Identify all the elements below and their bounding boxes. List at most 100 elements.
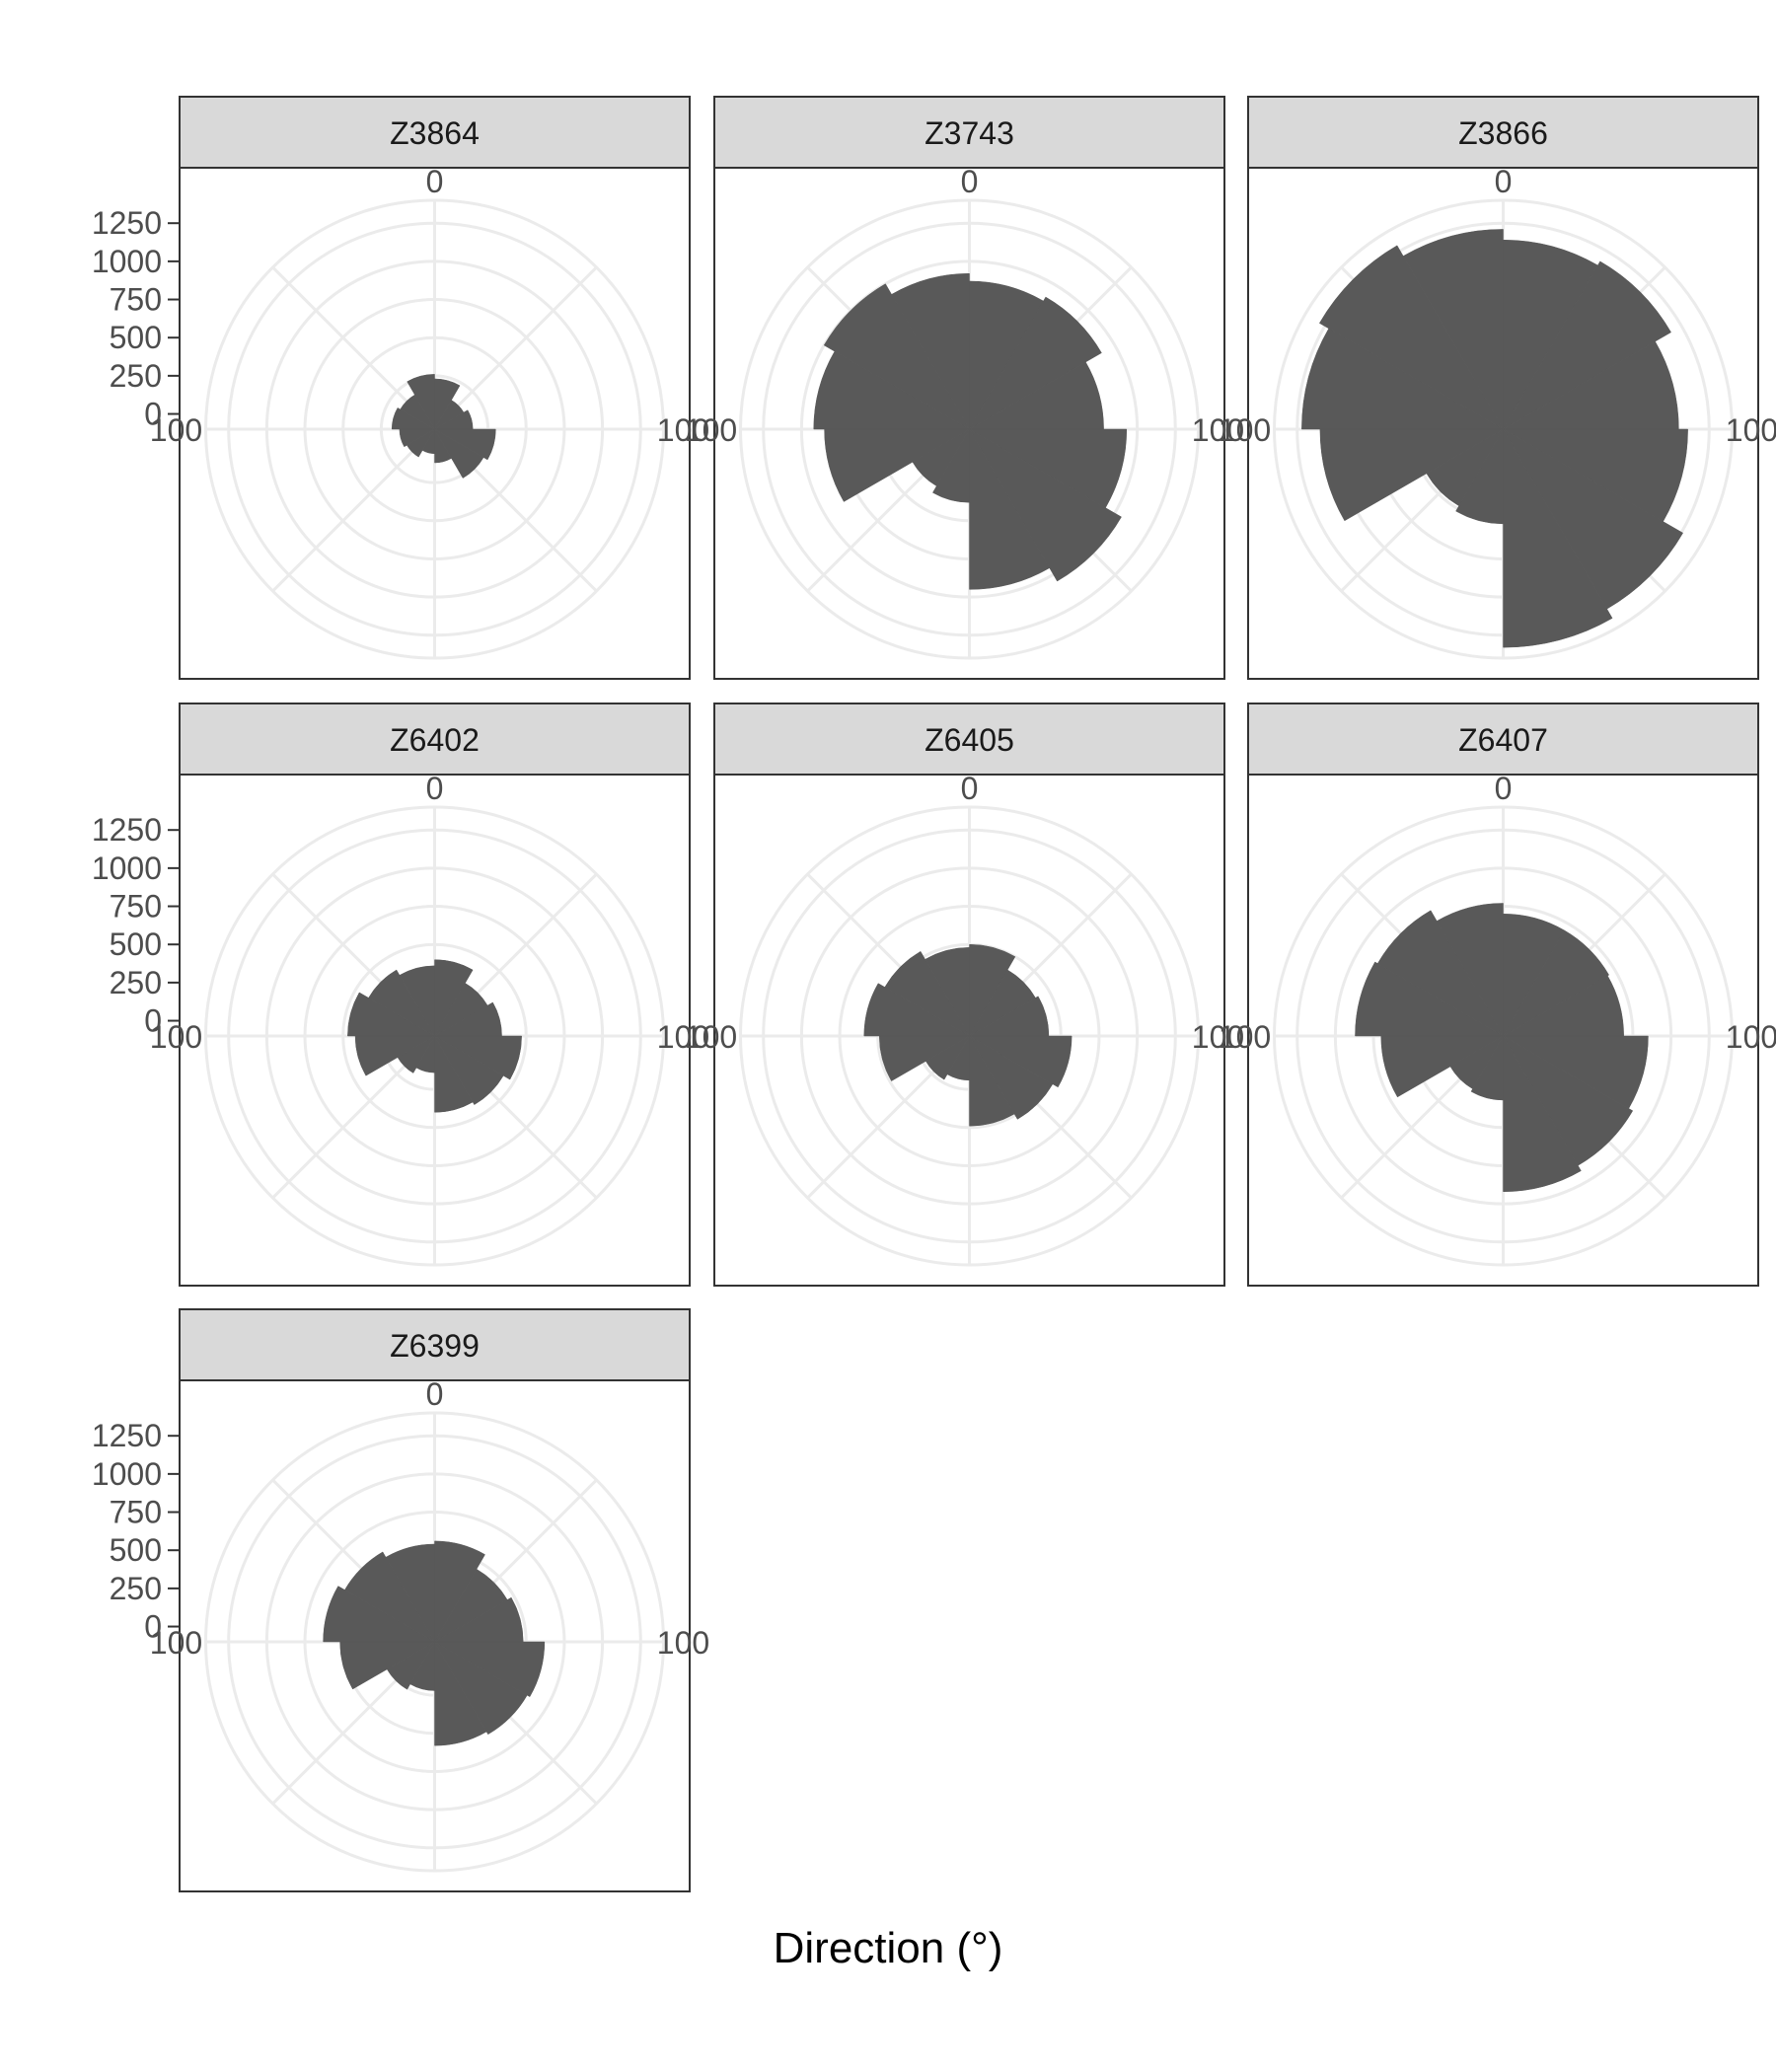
radial-axis-tick-label: 250 — [110, 965, 162, 1000]
bar-sector — [823, 283, 971, 430]
facet-strip — [179, 1308, 691, 1381]
bar-sector — [1318, 245, 1505, 430]
bar-sector — [1502, 260, 1671, 430]
facet-panel: Z3743 0 100 100 — [685, 96, 1244, 680]
bar-sector — [969, 943, 1016, 1037]
facet-strip — [1247, 703, 1759, 776]
bar-sector — [433, 428, 496, 461]
grid-spoke — [433, 265, 598, 431]
bar-sector — [391, 407, 436, 430]
radial-axis-tick-label: 750 — [110, 282, 162, 318]
bar-sector — [433, 428, 484, 479]
direction-label-top: 0 — [961, 164, 979, 199]
bar-sector — [433, 1035, 504, 1105]
bar-sector — [407, 374, 435, 430]
bar-sector — [1503, 1035, 1582, 1193]
bar-sector — [433, 1641, 546, 1698]
direction-label-left: 100 — [685, 1019, 737, 1055]
direction-label-left: 100 — [1219, 1019, 1271, 1055]
radial-axis-tick-label: 1000 — [92, 244, 162, 279]
bar-sector — [1319, 428, 1505, 522]
bar-sector — [1376, 910, 1505, 1037]
radial-axis-tick-label: 500 — [110, 320, 162, 355]
facet-strip — [713, 96, 1225, 169]
direction-label-left: 100 — [685, 412, 737, 448]
bar-sector — [969, 1035, 1015, 1127]
facet-strip-label: Z6399 — [390, 1328, 480, 1364]
bar-sector — [368, 969, 436, 1037]
bar-sector — [1355, 961, 1505, 1037]
x-axis-label: Direction (°) — [773, 1924, 1003, 1972]
radial-axis-tick-label: 0 — [144, 1609, 162, 1645]
bar-sector — [1470, 1035, 1504, 1101]
facet-strip-label: Z3743 — [925, 115, 1014, 151]
direction-label-top: 0 — [426, 164, 444, 199]
bar-sector — [433, 1641, 528, 1736]
bar-sector — [969, 428, 1051, 590]
direction-label-top: 0 — [1495, 164, 1513, 199]
bar-sector — [1502, 340, 1679, 430]
bar-sector — [925, 947, 970, 1037]
radial-axis-tick-label: 1000 — [92, 1456, 162, 1492]
grid-spoke — [271, 427, 436, 593]
facet-strip — [713, 703, 1225, 776]
bar-sector — [434, 1540, 485, 1643]
bar-sector — [884, 950, 971, 1037]
bar-sector — [344, 1551, 436, 1643]
bar-sector — [1455, 428, 1504, 525]
direction-label-right: 100 — [1726, 1019, 1776, 1055]
direction-label-top: 0 — [426, 771, 444, 806]
facet-strip — [179, 703, 691, 776]
bar-sector — [434, 1035, 474, 1113]
direction-label-left: 100 — [150, 1625, 202, 1661]
bar-sector — [968, 1035, 1054, 1120]
facet-strip-label: Z6405 — [925, 722, 1014, 758]
facet-strip — [179, 96, 691, 169]
bar-sector — [434, 428, 452, 464]
direction-label-right: 100 — [1726, 412, 1776, 448]
bar-sector — [434, 1641, 487, 1746]
direction-label-left: 100 — [1219, 412, 1271, 448]
bar-sector — [1502, 428, 1688, 522]
bar-sector — [347, 992, 436, 1037]
bar-sector — [323, 1586, 436, 1643]
facet-strip-label: Z3866 — [1458, 115, 1548, 151]
bar-sector — [1301, 328, 1505, 430]
radial-axis-tick-label: 750 — [110, 1495, 162, 1530]
radial-axis-tick-label: 1000 — [92, 851, 162, 886]
bar-sector — [968, 428, 1122, 582]
radial-axis-tick-label: 250 — [110, 1571, 162, 1606]
bar-sector — [932, 428, 970, 503]
radial-axis-tick-label: 500 — [110, 1532, 162, 1568]
direction-label-top: 0 — [1495, 771, 1513, 806]
radial-axis-tick-label: 1250 — [92, 812, 162, 848]
radial-axis-tick-label: 1250 — [92, 205, 162, 241]
facet-panel: Z6405 0 100 100 — [685, 703, 1244, 1287]
bar-sector — [1503, 428, 1613, 648]
direction-label-top: 0 — [426, 1376, 444, 1412]
bar-sector — [1503, 239, 1598, 430]
direction-label-right: 100 — [1192, 412, 1244, 448]
facet-strip-label: Z6407 — [1458, 722, 1548, 758]
bar-sector — [385, 1543, 435, 1643]
direction-label-right: 100 — [657, 1625, 709, 1661]
bar-sector — [863, 983, 971, 1037]
facet-strip-label: Z6402 — [390, 722, 480, 758]
radial-axis-tick-label: 0 — [144, 1003, 162, 1039]
bar-sector — [1402, 229, 1504, 430]
direction-label-right: 100 — [1192, 1019, 1244, 1055]
radial-axis-tick-label: 750 — [110, 889, 162, 925]
bar-sector — [968, 1035, 1073, 1088]
direction-label-top: 0 — [961, 771, 979, 806]
radial-axis-tick-label: 1250 — [92, 1418, 162, 1453]
bar-sector — [1502, 428, 1684, 610]
facet-strip — [1247, 96, 1759, 169]
direction-label-right: 100 — [657, 1019, 709, 1055]
direction-label-right: 100 — [657, 412, 709, 448]
bar-sector — [968, 296, 1102, 430]
facet-panel: Z3866 0 100 100 — [1219, 96, 1776, 680]
direction-label-left: 100 — [150, 1019, 202, 1055]
